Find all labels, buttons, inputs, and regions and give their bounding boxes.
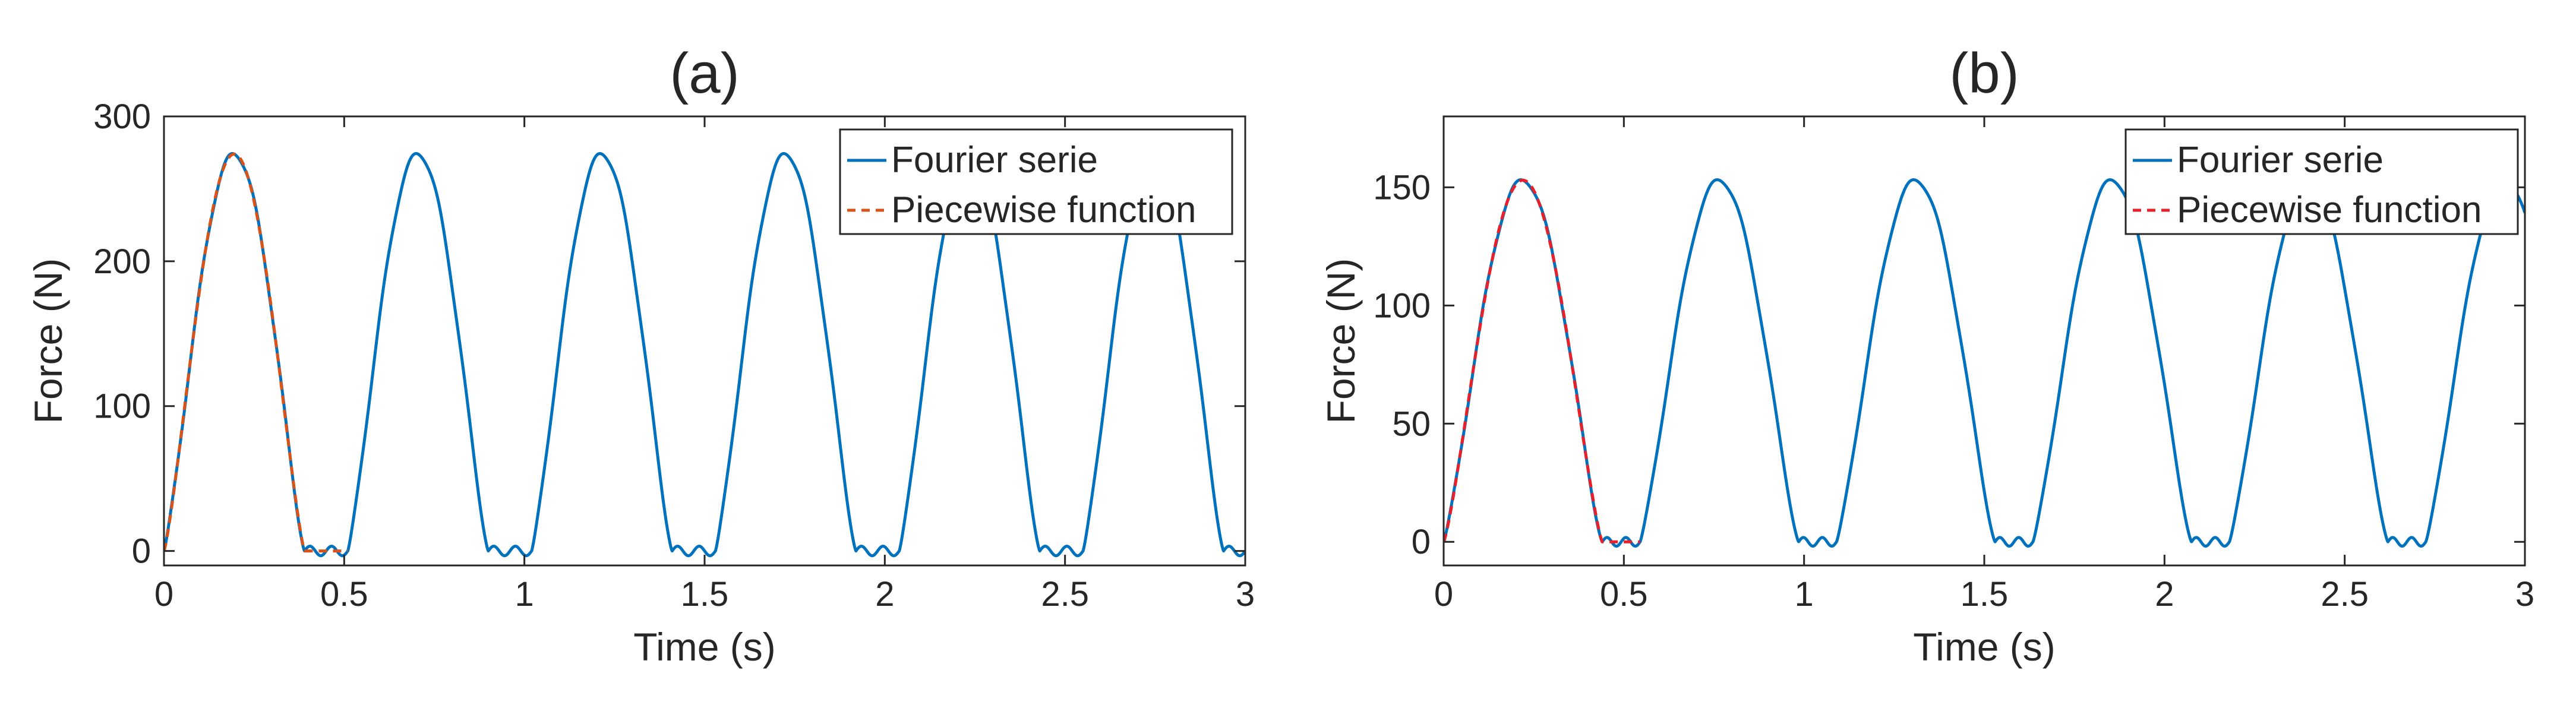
- x-tick-label: 3: [1236, 575, 1255, 614]
- legend-box: [839, 128, 1233, 235]
- y-axis-label: Force (N): [26, 258, 70, 424]
- x-tick-label: 0: [154, 575, 173, 614]
- y-tick-label: 150: [1373, 168, 1431, 207]
- x-axis-label: Time (s): [633, 625, 776, 669]
- y-tick-label: 0: [1412, 523, 1431, 561]
- x-tick-label: 2.5: [2321, 575, 2369, 614]
- chart-a: 0 0.5 1 1.5 2 2.5 3 0 100 200 300 (a) Time (s) Force …: [26, 42, 1255, 669]
- y-tick-label: 100: [1373, 286, 1431, 325]
- y-tick-label: 100: [93, 387, 151, 426]
- y-tick-label: 300: [93, 97, 151, 136]
- y-tick-label: 0: [132, 532, 151, 571]
- legend: Fourier serie Piecewise function: [2124, 128, 2519, 235]
- x-axis-label: Time (s): [1913, 625, 2056, 669]
- x-tick-label: 2: [2155, 575, 2174, 614]
- x-tick-label: 1: [515, 575, 534, 614]
- x-tick-label: 1.5: [681, 575, 729, 614]
- y-tick-label: 50: [1392, 404, 1431, 443]
- series-line-fourier-serie: [1444, 178, 2525, 548]
- x-tick-label: 3: [2515, 575, 2534, 614]
- x-tick-label: 1: [1795, 575, 1814, 614]
- legend-label: Piecewise function: [891, 189, 1197, 230]
- legend: Fourier serie Piecewise function: [839, 128, 1233, 235]
- legend-label: Fourier serie: [2177, 140, 2384, 181]
- legend-label: Piecewise function: [2177, 189, 2482, 230]
- y-axis-label: Force (N): [1319, 258, 1363, 424]
- chart-title: (a): [670, 42, 739, 105]
- series-group: [1444, 178, 2525, 548]
- y-tick-label: 200: [93, 242, 151, 281]
- x-tick-label: 2.5: [1041, 575, 1089, 614]
- chart-b: 0 0.5 1 1.5 2 2.5 3 0 50 100 150 (b) Time (s) Force (…: [1319, 42, 2534, 669]
- x-tick-label: 0.5: [320, 575, 368, 614]
- x-tick-label: 0: [1434, 575, 1453, 614]
- legend-label: Fourier serie: [891, 140, 1098, 181]
- x-tick-label: 0.5: [1600, 575, 1648, 614]
- chart-title: (b): [1949, 42, 2019, 105]
- x-tick-label: 1.5: [1961, 575, 2009, 614]
- legend-box: [2124, 128, 2519, 235]
- x-tick-label: 2: [875, 575, 894, 614]
